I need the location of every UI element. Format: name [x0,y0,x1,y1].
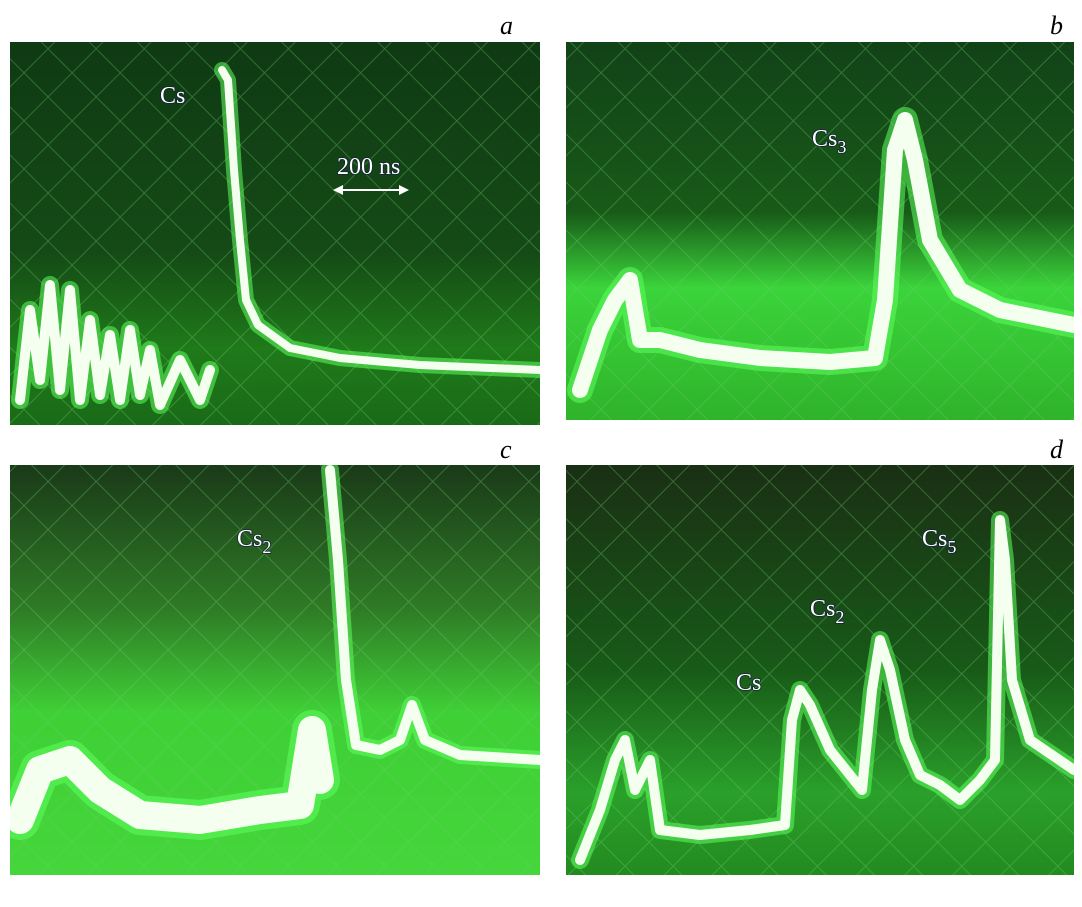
panel-letter: c [500,435,512,464]
peak-label: Cs [160,83,185,109]
label-text: Cs [810,596,835,622]
label-sub: 5 [947,537,956,557]
panel-d [566,465,1074,875]
panel-letter: a [500,11,513,40]
label-text: Cs [736,670,761,696]
panel-a [10,42,540,425]
label-text: Cs [237,526,262,552]
label-sub: 2 [262,537,271,557]
panel-b [566,42,1074,420]
panel-c [10,465,540,875]
scale-label: 200 ns [337,154,400,180]
label-text: Cs [812,126,837,152]
panel-letter: d [1050,435,1064,464]
figure: a Cs 200 ns b Cs3 c Cs2 d Cs5 Cs2 Cs [0,0,1082,902]
label-text: Cs [160,83,185,109]
label-text: Cs [922,526,947,552]
panel-letter: b [1050,11,1063,40]
label-sub: 2 [835,607,844,627]
label-text: 200 ns [337,154,400,180]
peak-label: Cs [736,670,761,696]
label-sub: 3 [837,137,846,157]
